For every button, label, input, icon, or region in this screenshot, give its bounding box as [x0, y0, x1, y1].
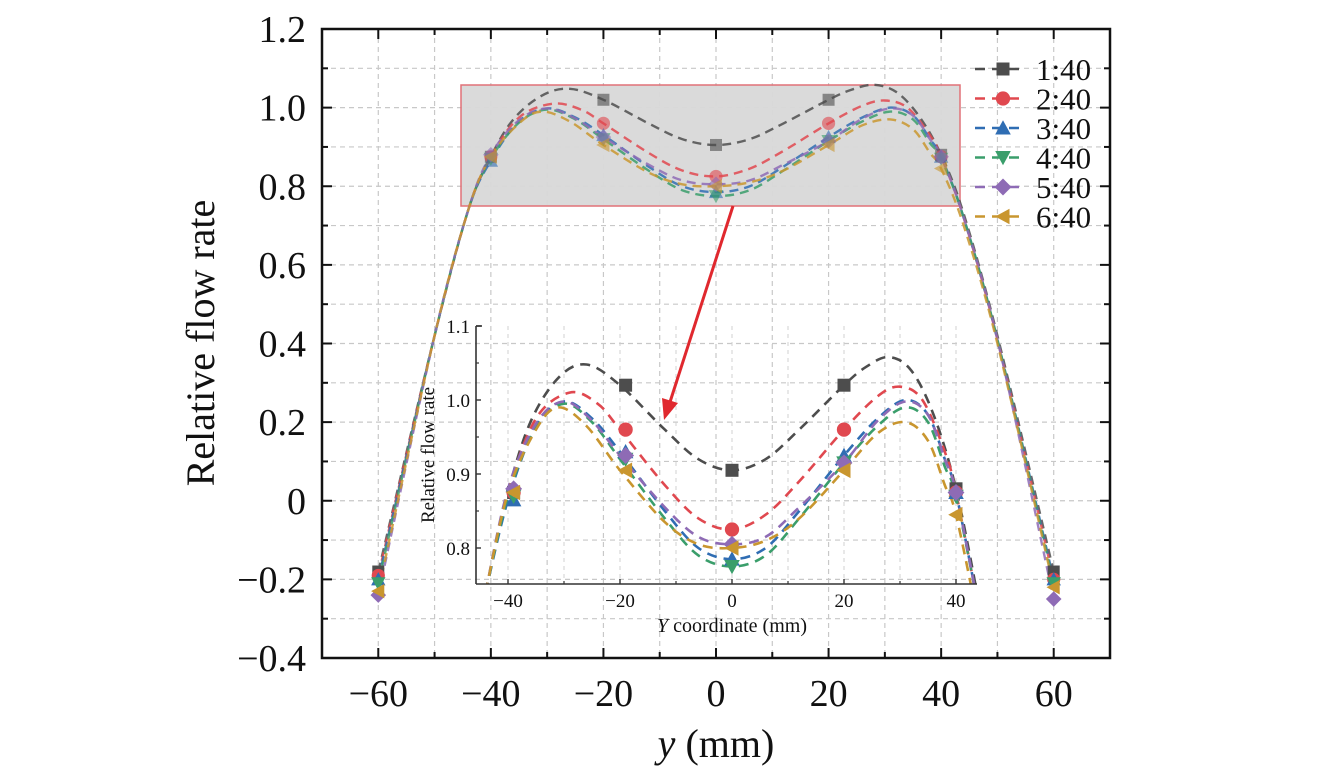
legend-label: 5:40 [1036, 170, 1091, 205]
legend-item-6-40: 6:40 [975, 200, 1091, 235]
main-axes: −60 −40 −20 0 20 40 60 −0.4 −0.2 0 0.2 0.4 0.6 0.8 1.0… [237, 9, 1112, 715]
data-point-1-40 [597, 93, 610, 106]
inset-x-tick-label: 20 [835, 591, 854, 612]
legend-item-3-40: 3:40 [975, 111, 1091, 146]
inset-x-axis-title: Y coordinate (mm) [657, 615, 807, 637]
series-line-6-40 [377, 110, 1055, 592]
inset-data-point-2-40 [724, 522, 740, 537]
legend-label: 6:40 [1036, 200, 1091, 235]
inset-y-tick-label: 0.8 [446, 539, 470, 560]
data-point-6-40 [483, 149, 497, 164]
zoom-arrow [662, 205, 735, 420]
inset-x-tick-label: −20 [605, 591, 635, 612]
inset-data-point-5-40 [617, 447, 635, 464]
inset-data-point-2-40 [618, 422, 633, 437]
inset-x-tick-label: 40 [947, 591, 966, 612]
inset-data-point-1-40 [837, 378, 851, 392]
x-axis-title-unit: (mm) [675, 721, 774, 766]
inset-data-point-6-40 [505, 484, 521, 501]
inset-series-group [485, 355, 977, 584]
data-point-6-40 [1046, 580, 1060, 595]
inset-series-line-1-40 [486, 355, 977, 584]
legend-label: 3:40 [1036, 111, 1091, 146]
legend-marker [996, 62, 1010, 76]
x-axis-title: y (mm) [654, 721, 775, 766]
data-point-1-40 [822, 93, 835, 106]
x-tick-label: −40 [461, 673, 520, 715]
inset-data-point-1-40 [725, 463, 739, 477]
arrow-head [662, 398, 678, 420]
x-tick-label: 60 [1035, 673, 1073, 715]
inset-data-point-6-40 [724, 540, 739, 556]
data-point-6-40 [371, 583, 385, 599]
data-point-5-40 [933, 148, 949, 165]
legend-marker [995, 91, 1011, 106]
y-tick-label: 0.6 [259, 245, 307, 287]
inset-data-point-6-40 [617, 462, 633, 479]
x-tick-label: 20 [810, 673, 848, 715]
inset-y-tick-label: 1.0 [446, 391, 470, 412]
inset-x-tick-label: 0 [727, 591, 737, 612]
legend-marker [995, 208, 1010, 225]
arrow-shaft [668, 205, 735, 403]
inset-plot: −40 −20 0 20 40 0.8 0.9 1.0 1.1 Relative flow rat… [418, 317, 977, 637]
x-tick-label: −20 [574, 673, 633, 715]
inset-y-tick-label: 0.9 [446, 465, 470, 486]
legend-item-4-40: 4:40 [975, 141, 1091, 176]
inset-data-point-6-40 [836, 462, 851, 479]
legend-label: 2:40 [1036, 82, 1091, 117]
inset-y-axis-title: Relative flow rate [418, 387, 439, 523]
inset-x-tick-label: −40 [493, 591, 523, 612]
legend-marker [994, 178, 1012, 196]
y-tick-label: 1.0 [259, 88, 307, 130]
y-tick-label: 0 [287, 481, 306, 523]
inset-x-axis-title-unit: coordinate (mm) [668, 615, 807, 637]
data-point-6-40 [933, 161, 948, 176]
inset-data-point-4-40 [724, 560, 740, 575]
x-tick-label: 0 [707, 673, 726, 715]
data-point-5-40 [820, 133, 837, 149]
inset-x-axis-title-var: Y [657, 615, 670, 637]
data-point-6-40 [708, 179, 722, 194]
y-tick-label: −0.2 [237, 559, 306, 601]
legend: 1:402:403:404:405:406:40 [975, 52, 1091, 235]
x-tick-label: 40 [922, 673, 960, 715]
inset-series-line-6-40 [486, 406, 973, 584]
data-point-2-40 [821, 116, 836, 130]
inset-data-point-6-40 [948, 506, 963, 523]
legend-marker [995, 120, 1011, 135]
inset-y-tick-label: 1.1 [446, 317, 470, 338]
inset-data-point-2-40 [836, 422, 852, 437]
data-point-2-40 [596, 116, 611, 130]
x-axis-title-var: y [654, 721, 676, 766]
data-point-5-40 [1045, 591, 1062, 607]
y-tick-label: −0.4 [237, 638, 306, 680]
data-point-6-40 [821, 137, 835, 153]
legend-marker [995, 151, 1011, 166]
data-point-2-40 [709, 169, 723, 184]
data-point-4-40 [371, 577, 386, 591]
data-point-6-40 [596, 137, 610, 153]
inset-data-point-1-40 [619, 378, 633, 392]
inset-series-line-2-40 [486, 385, 976, 584]
y-tick-label: 1.2 [259, 9, 307, 51]
y-tick-label: 0.2 [259, 402, 307, 444]
legend-item-5-40: 5:40 [975, 170, 1091, 205]
main-markers-group [370, 93, 1062, 607]
legend-item-2-40: 2:40 [975, 82, 1091, 117]
x-tick-label: −60 [349, 673, 408, 715]
inset-data-point-5-40 [947, 484, 965, 501]
inset-series-line-4-40 [486, 402, 976, 584]
legend-label: 1:40 [1036, 52, 1091, 87]
y-axis-title: Relative flow rate [178, 200, 223, 487]
legend-item-1-40: 1:40 [975, 52, 1091, 87]
data-point-4-40 [708, 190, 724, 204]
data-point-1-40 [710, 138, 722, 151]
legend-label: 4:40 [1036, 141, 1091, 176]
data-point-5-40 [595, 129, 612, 145]
y-tick-label: 0.4 [259, 324, 307, 366]
y-tick-label: 0.8 [259, 166, 307, 208]
main-grid [322, 29, 1110, 658]
